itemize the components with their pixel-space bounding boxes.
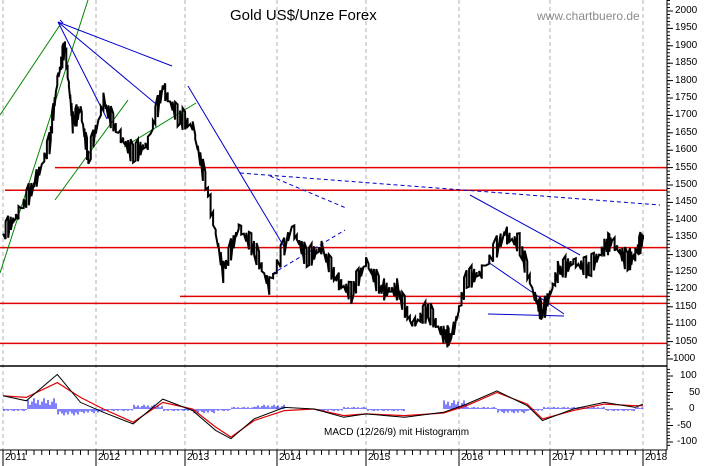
macd-tick-label: 100 <box>680 370 697 381</box>
macd-tick-label: 0 <box>689 403 695 414</box>
support-resistance-lines <box>0 166 667 345</box>
x-axis-ticks <box>2 450 667 466</box>
y-tick-label: 1350 <box>675 231 698 243</box>
x-tick-label: 2011 <box>5 452 27 463</box>
macd-tick-label: -100 <box>677 436 698 447</box>
macd-tick-label: -50 <box>677 419 692 431</box>
y-tick-label: 1750 <box>675 92 698 103</box>
x-tick-label: 2012 <box>98 452 121 463</box>
y-tick-label: 1650 <box>675 126 698 138</box>
price-line <box>2 41 644 348</box>
y-tick-label: 1400 <box>675 213 698 225</box>
watermark: www.chartbuero.de <box>537 9 640 23</box>
y-axis-ticks <box>667 0 673 446</box>
y-tick-label: 1850 <box>675 57 698 69</box>
y-tick-label: 2000 <box>675 5 698 16</box>
y-tick-label: 1950 <box>675 22 698 34</box>
y-tick-label: 1300 <box>675 248 698 260</box>
y-tick-label: 1600 <box>675 144 698 156</box>
year-gridlines <box>2 0 644 450</box>
x-tick-label: 2014 <box>279 452 302 463</box>
x-tick-label: 2015 <box>368 452 391 463</box>
x-tick-label: 2018 <box>645 452 668 463</box>
y-tick-label: 1150 <box>675 300 697 312</box>
y-tick-label: 1550 <box>675 161 698 173</box>
y-tick-label: 1200 <box>675 283 698 295</box>
signal-line <box>2 381 643 438</box>
macd-line <box>2 373 644 440</box>
y-tick-label: 1500 <box>675 179 698 190</box>
y-tick-label: 1100 <box>675 318 697 330</box>
y-tick-label: 1700 <box>675 109 698 121</box>
x-tick-label: 2016 <box>461 452 484 463</box>
y-tick-label: 1250 <box>675 266 698 277</box>
y-tick-label: 1050 <box>675 335 698 347</box>
macd-label: MACD (12/26/9) mit Histogramm <box>324 427 470 438</box>
y-tick-label: 1800 <box>675 74 698 86</box>
chart-title: Gold US$/Unze Forex <box>230 7 377 24</box>
macd-tick-label: 50 <box>689 386 701 398</box>
y-tick-label: 1900 <box>675 39 698 51</box>
blue-trendlines <box>57 19 581 317</box>
x-tick-label: 2017 <box>552 452 575 463</box>
y-tick-label: 1000 <box>673 353 696 364</box>
x-tick-label: 2013 <box>187 452 210 463</box>
y-tick-label: 1450 <box>675 196 698 208</box>
green-trendlines <box>0 0 197 274</box>
